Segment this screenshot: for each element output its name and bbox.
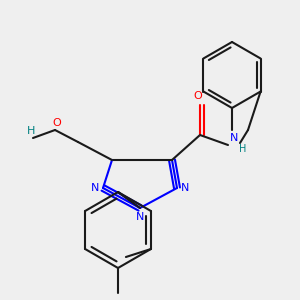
Text: N: N	[230, 133, 238, 143]
Text: N: N	[136, 212, 144, 222]
Text: N: N	[91, 183, 99, 193]
Text: H: H	[27, 126, 35, 136]
Text: O: O	[52, 118, 62, 128]
Text: O: O	[194, 91, 202, 101]
Text: N: N	[181, 183, 189, 193]
Text: H: H	[239, 144, 247, 154]
